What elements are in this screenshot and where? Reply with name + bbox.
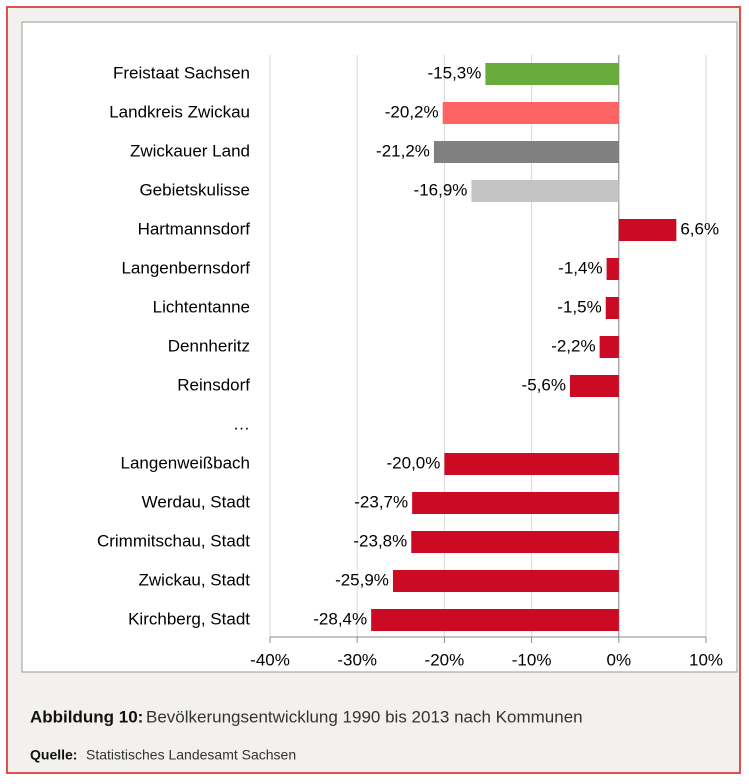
y-tick-label: Freistaat Sachsen (113, 63, 250, 82)
x-tick-label: 10% (689, 650, 723, 669)
bar (412, 492, 619, 514)
y-tick-label: Lichtentanne (153, 297, 250, 316)
bar (599, 336, 619, 358)
bar (605, 297, 619, 319)
x-tick-label: -10% (512, 650, 552, 669)
data-label: -5,6% (522, 375, 566, 394)
data-label: -15,3% (428, 63, 482, 82)
data-label: -20,2% (385, 102, 439, 121)
y-tick-label: Langenbernsdorf (121, 258, 250, 277)
data-label: -23,7% (354, 492, 408, 511)
y-tick-label: Gebietskulisse (139, 180, 250, 199)
bar (606, 258, 619, 280)
data-label: -1,4% (558, 258, 602, 277)
y-tick-label: Reinsdorf (177, 375, 250, 394)
data-label: -23,8% (353, 531, 407, 550)
x-tick-label: 0% (607, 650, 632, 669)
caption-label: Abbildung 10: (30, 707, 143, 726)
bar (618, 219, 677, 241)
data-label: -16,9% (414, 180, 468, 199)
source-text: Statistisches Landesamt Sachsen (86, 747, 296, 763)
y-tick-label: … (233, 414, 250, 433)
data-label: -1,5% (557, 297, 601, 316)
y-tick-label: Crimmitschau, Stadt (97, 531, 250, 550)
data-label: -28,4% (313, 609, 367, 628)
y-tick-label: Zwickauer Land (130, 141, 250, 160)
bar (442, 102, 619, 124)
y-tick-label: Dennheritz (168, 336, 250, 355)
y-tick-label: Zwickau, Stadt (139, 570, 251, 589)
data-label: -2,2% (551, 336, 595, 355)
source-label: Quelle: (30, 747, 77, 763)
y-tick-label: Langenweißbach (121, 453, 250, 472)
y-tick-label: Hartmannsdorf (138, 219, 251, 238)
data-label: -20,0% (387, 453, 441, 472)
bar (392, 570, 619, 592)
bar (371, 609, 619, 631)
x-tick-label: -40% (250, 650, 290, 669)
data-label: -25,9% (335, 570, 389, 589)
y-tick-label: Werdau, Stadt (142, 492, 251, 511)
y-tick-label: Kirchberg, Stadt (128, 609, 250, 628)
data-label: -21,2% (376, 141, 430, 160)
y-tick-label: Landkreis Zwickau (109, 102, 250, 121)
data-label: 6,6% (680, 219, 719, 238)
bar (569, 375, 619, 397)
bar (433, 141, 619, 163)
bar (411, 531, 619, 553)
bar (485, 63, 619, 85)
bar (444, 453, 619, 475)
x-tick-label: -30% (337, 650, 377, 669)
x-tick-label: -20% (425, 650, 465, 669)
bar (471, 180, 619, 202)
caption-text: Bevölkerungsentwicklung 1990 bis 2013 na… (146, 707, 583, 726)
